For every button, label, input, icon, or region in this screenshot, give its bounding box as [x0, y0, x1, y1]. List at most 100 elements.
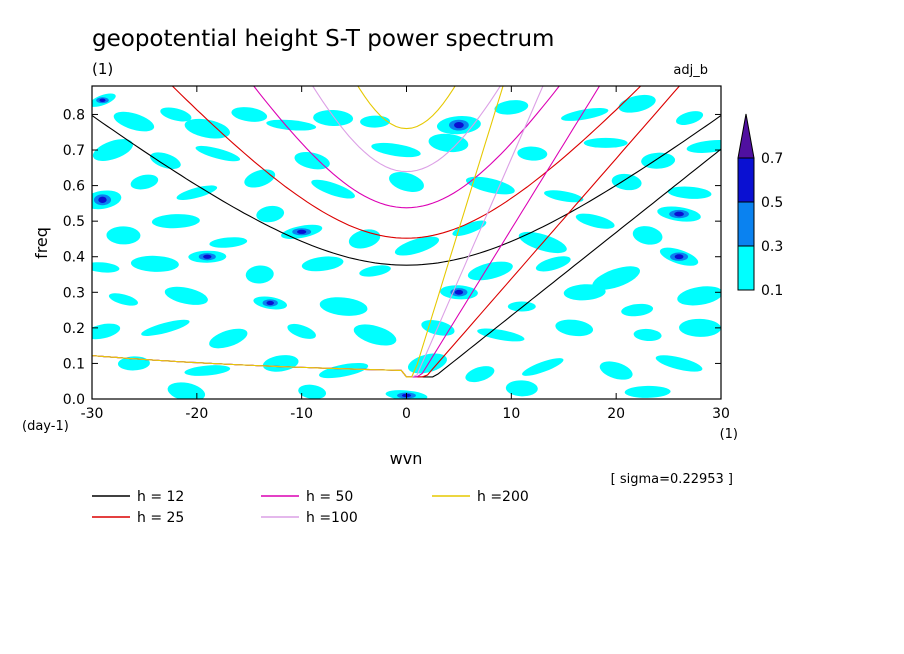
- power-contour-low: [287, 323, 316, 339]
- power-contour-low: [266, 119, 317, 131]
- dispersion-curve-h100: [312, 86, 501, 173]
- power-contour-low: [599, 361, 633, 380]
- x-axis-label: wvn: [390, 449, 423, 468]
- power-contour-low: [507, 301, 536, 312]
- power-contour-low: [465, 176, 515, 195]
- power-contour-low: [294, 152, 330, 170]
- power-contour-low: [195, 145, 241, 162]
- power-contour-low: [633, 328, 662, 342]
- dispersion-curve-h12: [92, 115, 721, 266]
- power-contour-low: [360, 115, 391, 128]
- legend-label: h = 25: [137, 510, 184, 526]
- power-contour-low: [301, 256, 344, 272]
- power-contour-low: [164, 286, 208, 305]
- y-tick-label: 0.1: [63, 356, 85, 372]
- dispersion-curve-h50: [253, 86, 560, 209]
- dispersion-curve-h200: [357, 86, 456, 130]
- power-contour-low: [319, 297, 368, 316]
- x-tick-label: 0: [402, 406, 411, 422]
- power-contour-low: [394, 236, 440, 256]
- x-tick-label: 20: [607, 406, 625, 422]
- colorbar: 0.7 0.5 0.3 0.1: [737, 113, 783, 299]
- power-contour-low: [467, 261, 513, 281]
- power-contour-low: [592, 266, 640, 290]
- power-contour-low: [677, 286, 721, 306]
- y-axis-unit: (day-1): [22, 419, 69, 434]
- power-contour-low: [632, 226, 663, 245]
- power-contour-low: [209, 328, 248, 349]
- colorbar-label: 0.5: [761, 195, 783, 211]
- colorbar-label: 0.7: [761, 151, 783, 167]
- power-contour-low: [621, 303, 654, 317]
- power-contour-low: [313, 109, 354, 127]
- power-contour-low: [555, 319, 594, 337]
- colorbar-label: 0.3: [761, 239, 783, 255]
- power-contour-low: [184, 365, 231, 376]
- kelvin-curve-h200: [92, 86, 504, 378]
- power-contour-low: [167, 382, 206, 399]
- power-contour-high: [454, 121, 464, 129]
- power-contour-low: [353, 324, 397, 346]
- power-contour-low: [348, 229, 381, 249]
- y-axis: 0.0 0.1 0.2 0.3 0.4 0.5 0.6 0.7 0.8: [63, 107, 721, 408]
- power-contour-low: [160, 107, 192, 122]
- power-contour-low: [563, 284, 606, 301]
- colorbar-segment: [737, 157, 755, 203]
- power-contour-low: [575, 213, 615, 229]
- legend-label: h = 50: [306, 489, 353, 505]
- power-contour-low: [667, 186, 712, 199]
- power-contour-high: [98, 196, 107, 203]
- power-contour-low: [244, 169, 276, 188]
- y-tick-label: 0.7: [63, 143, 85, 159]
- power-contour-low: [209, 237, 248, 248]
- power-contour-low: [624, 385, 671, 398]
- power-contour-low: [389, 172, 424, 193]
- power-contour-low: [618, 94, 656, 113]
- power-contour-low: [151, 214, 200, 229]
- power-contour-low: [92, 262, 120, 273]
- power-contour-low: [561, 108, 609, 121]
- power-contour-low: [655, 355, 703, 372]
- legend: h = 12 h = 25 h = 50 h =100 h =200: [92, 489, 529, 526]
- colorbar-arrow: [737, 113, 755, 159]
- y-tick-label: 0.2: [63, 321, 85, 337]
- power-contour-low: [452, 220, 487, 237]
- power-contour-low: [106, 226, 141, 245]
- power-contour-low: [256, 205, 285, 223]
- power-contour-low: [92, 139, 134, 161]
- power-contour-low: [641, 152, 676, 169]
- power-contour-high: [266, 300, 274, 306]
- legend-label: h =100: [306, 510, 358, 526]
- colorbar-segment: [737, 245, 755, 291]
- power-contour-low: [535, 256, 571, 272]
- power-contour-low: [544, 190, 584, 203]
- x-axis: -30 -20 -10 0 10 20 30: [81, 86, 730, 422]
- x-tick-label: -30: [81, 406, 104, 422]
- power-contour-low: [359, 265, 391, 277]
- y-tick-label: 0.3: [63, 285, 85, 301]
- power-contour-low: [130, 255, 179, 272]
- x-tick-label: 30: [712, 406, 730, 422]
- y-tick-label: 0.8: [63, 107, 85, 123]
- power-contour-low: [465, 366, 495, 383]
- x-tick-label: -10: [290, 406, 313, 422]
- power-contours: [92, 93, 721, 399]
- y-tick-label: 0.5: [63, 214, 85, 230]
- colorbar-label: 0.1: [761, 283, 783, 299]
- power-contour-low: [494, 100, 529, 115]
- power-contour-low: [522, 358, 564, 376]
- power-contour-low: [517, 146, 548, 161]
- power-contour-low: [262, 355, 299, 372]
- y-tick-label: 0.6: [63, 179, 85, 195]
- power-contour-low: [407, 353, 447, 374]
- power-contour-low: [298, 384, 327, 399]
- power-contour-low: [583, 137, 628, 148]
- power-contour-low: [130, 174, 159, 190]
- sigma-note: [ sigma=0.22953 ]: [611, 472, 733, 487]
- power-contour-low: [679, 318, 721, 337]
- x-tick-label: 10: [502, 406, 520, 422]
- power-contour-low: [150, 152, 181, 169]
- power-contour-low: [477, 328, 525, 342]
- power-contour-low: [141, 319, 190, 336]
